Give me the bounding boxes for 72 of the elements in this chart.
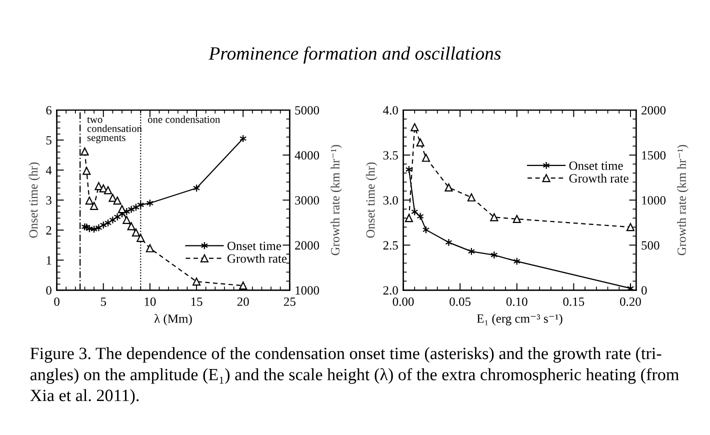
y2-tick-label: 2000	[642, 106, 666, 115]
point	[132, 228, 140, 237]
y2-tick-label: 1500	[642, 151, 666, 160]
legend-label: Onset time	[227, 242, 282, 250]
y2-axis-title: Growth rate (km hr⁻¹)	[677, 144, 688, 256]
x-tick-label: 25	[284, 297, 296, 306]
x-axis-title: E₁ (erg cm⁻³ s⁻¹)	[476, 314, 562, 326]
point	[239, 282, 248, 290]
point	[90, 202, 98, 210]
point	[512, 214, 521, 224]
x-tick-label: 0.10	[506, 297, 528, 306]
x-tick-label: 20	[237, 297, 249, 306]
point	[127, 222, 136, 230]
point	[410, 123, 419, 132]
y2-axis-title: Growth rate (km hr⁻¹)	[330, 144, 342, 256]
y-axis-title: Onset time (hr)	[366, 162, 378, 238]
x-tick-label: 10	[144, 297, 156, 306]
point	[445, 238, 452, 246]
y-tick-label: 2	[46, 226, 52, 234]
y-tick-label: 4	[46, 166, 52, 174]
point	[136, 234, 145, 242]
legend-label: Growth rate	[227, 254, 287, 263]
x-tick-label: 0.05	[450, 297, 471, 306]
y-tick-label: 4.0	[383, 106, 398, 115]
point	[85, 196, 94, 205]
point	[490, 213, 498, 222]
ref-line-label: one condensation	[148, 116, 220, 123]
point	[82, 166, 91, 175]
y-tick-label: 3.0	[383, 196, 398, 205]
ref-line-label: two condensation segments	[87, 116, 142, 144]
x-tick-label: 0	[54, 297, 60, 306]
y2-tick-label: 1000	[296, 286, 320, 295]
y-tick-label: 2.0	[383, 286, 398, 295]
y-tick-label: 3.5	[383, 151, 398, 160]
x-axis-title: λ (Mm)	[154, 314, 192, 326]
legend-label: Onset time	[569, 162, 623, 170]
text: Prominence formation and oscillations	[208, 46, 501, 64]
x-tick-label: 0.20	[620, 297, 641, 306]
point	[422, 154, 430, 162]
y2-tick-label: 1000	[642, 196, 666, 205]
point	[80, 147, 89, 156]
point	[104, 186, 112, 194]
point	[122, 216, 131, 224]
y2-tick-label: 3000	[295, 196, 320, 205]
point	[113, 196, 122, 205]
x-tick-label: 0.00	[392, 297, 414, 306]
y-axis-title: Onset time (hr)	[28, 162, 40, 238]
point	[416, 138, 424, 146]
point	[467, 193, 476, 202]
y-tick-label: 5	[46, 136, 52, 145]
y-tick-label: 2.5	[383, 241, 398, 250]
y-tick-label: 6	[46, 106, 52, 115]
y2-tick-label: 2000	[295, 241, 320, 250]
x-tick-label: 5	[100, 298, 106, 306]
point	[404, 214, 413, 222]
point	[146, 244, 154, 252]
x-tick-label: 15	[191, 298, 202, 306]
y2-tick-label: 500	[642, 241, 660, 250]
y-tick-label: 1	[46, 256, 52, 264]
y2-tick-label: 0	[642, 286, 647, 295]
point	[444, 183, 453, 192]
y-tick-label: 0	[46, 286, 52, 295]
y2-tick-label: 4000	[294, 151, 320, 160]
point	[108, 194, 117, 202]
point	[192, 278, 201, 286]
point	[118, 205, 126, 214]
x-tick-label: 0.15	[563, 297, 584, 306]
point	[626, 223, 635, 232]
y-tick-label: 3	[46, 196, 52, 205]
legend-label: Growth rate	[569, 174, 628, 183]
caption: Figure 3. The dependence of the condensation onset time (asterisks) and the growth rate (tri- angles) on the amplitude (E₁) and the scale height (λ) of the extra chromospheric heating (from Xia et al. 2011).	[30, 347, 679, 405]
y2-tick-label: 5000	[295, 106, 320, 115]
